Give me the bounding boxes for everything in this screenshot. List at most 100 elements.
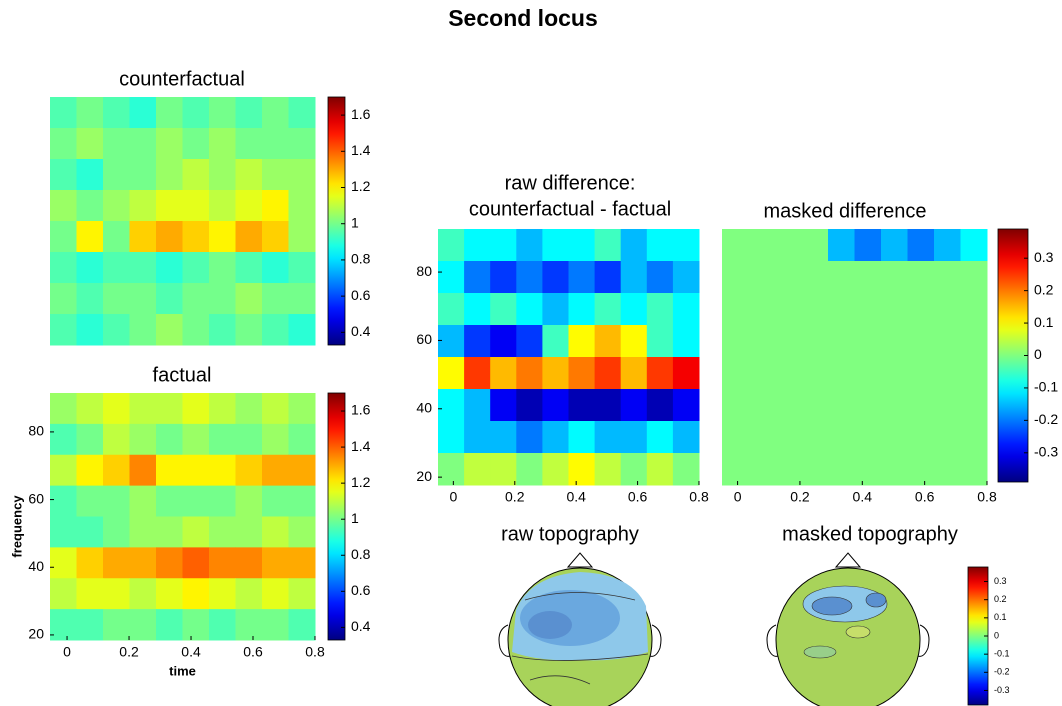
heatmap-cell xyxy=(722,389,749,422)
heatmap-cell xyxy=(50,393,77,425)
heatmap-cell xyxy=(542,229,569,262)
heatmap-cell xyxy=(646,421,674,454)
heatmap-cell xyxy=(907,325,935,358)
heatmap-cell xyxy=(748,261,776,294)
heatmap-cell xyxy=(262,190,289,222)
heatmap-cell xyxy=(722,229,749,262)
heatmap-cell xyxy=(438,453,465,486)
heatmap-cell xyxy=(76,159,104,191)
heatmap-cell xyxy=(156,423,183,456)
heatmap-cell xyxy=(490,261,517,294)
heatmap-cell xyxy=(881,453,908,486)
x-tick-label: 0.4 xyxy=(181,644,201,660)
heatmap-cell xyxy=(182,159,210,191)
heatmap-cell xyxy=(438,325,465,358)
heatmap-cell xyxy=(156,485,183,517)
heatmap-cell xyxy=(672,453,700,486)
heatmap-cell xyxy=(775,421,802,454)
heatmap-cell xyxy=(438,229,465,262)
heatmap-cell xyxy=(646,357,674,390)
heatmap-cell xyxy=(209,283,236,315)
heatmap-cell xyxy=(748,325,776,358)
colorbar-tick-label: 1 xyxy=(351,510,359,526)
panel-title: counterfactual - factual xyxy=(469,198,671,220)
heatmap-cell xyxy=(438,389,465,422)
x-tick-label: 0.8 xyxy=(977,489,997,505)
heatmap-cell xyxy=(854,357,882,390)
colorbar-tick-label: 0.4 xyxy=(351,618,371,634)
heatmap-cell xyxy=(516,421,543,454)
heatmap-cell xyxy=(568,261,596,294)
x-tick-label: 0 xyxy=(449,489,457,505)
heatmap-cell xyxy=(620,293,648,326)
heatmap-cell xyxy=(156,190,183,222)
heatmap-cell xyxy=(881,389,908,422)
heatmap-cell xyxy=(594,421,622,454)
heatmap-cell xyxy=(209,547,236,579)
colorbar-tick-label: 0.2 xyxy=(994,594,1007,604)
heatmap-cell xyxy=(129,423,157,456)
heatmap-cell xyxy=(156,454,183,487)
heatmap-cell xyxy=(235,159,263,191)
heatmap-cell xyxy=(262,221,289,253)
heatmap-cell xyxy=(182,454,210,487)
heatmap-cell xyxy=(934,421,961,454)
heatmap-cell xyxy=(464,229,491,262)
heatmap-cell xyxy=(748,389,776,422)
heatmap-cell xyxy=(620,389,648,422)
heatmap-cell xyxy=(828,357,855,390)
heatmap-cell xyxy=(288,314,316,346)
heatmap-cell xyxy=(156,314,183,346)
heatmap-cell xyxy=(464,261,491,294)
heatmap-cell xyxy=(288,423,316,456)
heatmap-cell xyxy=(262,485,289,517)
heatmap-cell xyxy=(620,357,648,390)
heatmap-cell xyxy=(156,252,183,284)
colorbar-tick-label: 0 xyxy=(994,630,999,640)
x-tick-label: 0.6 xyxy=(243,644,263,660)
heatmap-cell xyxy=(235,221,263,253)
heatmap-cell xyxy=(50,221,77,253)
heatmap-cell xyxy=(672,357,700,390)
colorbar-tick-label: -0.1 xyxy=(994,649,1010,659)
heatmap-cell xyxy=(801,453,829,486)
heatmap-cell xyxy=(934,293,961,326)
colorbar-tick-label: 1.4 xyxy=(351,142,371,158)
heatmap-cell xyxy=(881,293,908,326)
heatmap-cell xyxy=(262,128,289,160)
heatmap-cell xyxy=(103,252,130,284)
heatmap-cell xyxy=(620,453,648,486)
heatmap-cell xyxy=(288,578,316,610)
heatmap-cell xyxy=(182,252,210,284)
heatmap-cell xyxy=(129,578,157,610)
heatmap-cell xyxy=(881,357,908,390)
heatmap-cell xyxy=(156,97,183,129)
heatmap-cell xyxy=(182,283,210,315)
heatmap-cell xyxy=(542,421,569,454)
y-tick-label: 60 xyxy=(416,331,432,347)
colorbar-tick-label: 0.6 xyxy=(351,582,371,598)
heatmap-cell xyxy=(262,547,289,579)
heatmap-cell xyxy=(646,389,674,422)
heatmap-cell xyxy=(76,423,104,456)
heatmap-cell xyxy=(262,578,289,610)
x-tick-label: 0.8 xyxy=(689,489,709,505)
heatmap-cell xyxy=(235,423,263,456)
colorbar xyxy=(327,392,346,641)
heatmap-cell xyxy=(129,128,157,160)
heatmap-cell xyxy=(828,261,855,294)
panel-title: masked topography xyxy=(782,523,958,545)
heatmap-cell xyxy=(129,221,157,253)
heatmap-cell xyxy=(262,97,289,129)
heatmap-cell xyxy=(960,293,988,326)
heatmap-cell xyxy=(235,314,263,346)
heatmap-cell xyxy=(262,252,289,284)
colorbar-tick-label: 0 xyxy=(1034,346,1042,362)
heatmap-cell xyxy=(542,325,569,358)
x-tick-label: 0.2 xyxy=(119,644,139,660)
heatmap-cell xyxy=(828,229,855,262)
heatmap-cell xyxy=(129,97,157,129)
heatmap-cell xyxy=(76,221,104,253)
heatmap-cell xyxy=(464,421,491,454)
heatmap-cell xyxy=(748,293,776,326)
